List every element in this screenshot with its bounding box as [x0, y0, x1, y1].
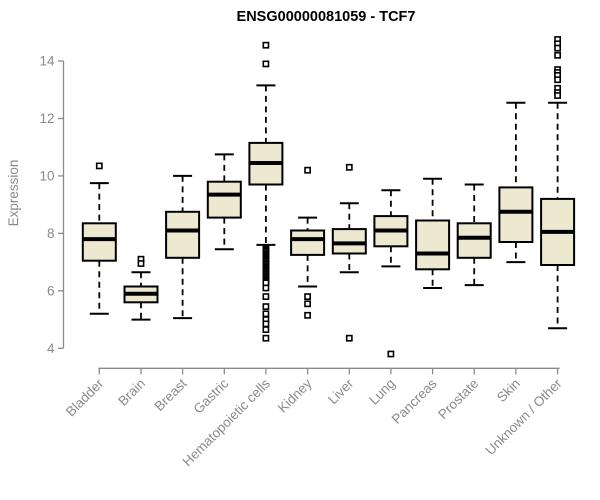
y-tick-label: 4 — [47, 341, 55, 356]
x-tick-label: Bladder — [63, 375, 107, 419]
outlier-point — [304, 166, 311, 174]
iqr-box — [81, 222, 117, 262]
outlier-point — [304, 311, 311, 319]
iqr-box — [498, 186, 534, 243]
x-tick-label: Prostate — [435, 376, 481, 422]
box-bladder — [81, 162, 117, 315]
outlier-point — [345, 334, 353, 342]
box-unknown-other — [540, 36, 576, 330]
outlier-point — [345, 163, 353, 171]
x-tick-label: Brain — [115, 376, 148, 409]
x-tick-label: Kidney — [275, 376, 315, 416]
chart-title: ENSG00000081059 - TCF7 — [236, 9, 416, 25]
iqr-box — [290, 229, 326, 256]
outlier-point — [554, 51, 561, 59]
outlier-point — [262, 293, 270, 300]
outlier-point — [262, 326, 270, 333]
x-tick-label: Breast — [152, 376, 190, 414]
iqr-box — [456, 222, 492, 259]
x-tick-label: Pancreas — [389, 376, 440, 427]
outlier-point — [262, 41, 270, 49]
box-pancreas — [415, 177, 451, 289]
iqr-box — [415, 219, 451, 271]
iqr-box — [331, 228, 367, 255]
x-tick-label: Lung — [366, 376, 398, 408]
box-breast — [165, 174, 201, 320]
y-axis-label: Expression — [6, 159, 21, 227]
iqr-box — [165, 210, 201, 259]
outlier-point — [387, 350, 395, 358]
x-tick-label: Skin — [494, 376, 523, 405]
y-tick-label: 10 — [39, 168, 54, 183]
x-tick-label: Liver — [325, 375, 357, 407]
iqr-box — [206, 180, 242, 219]
outlier-point — [262, 60, 270, 68]
y-axis: 4 6 8 10 12 14 — [39, 54, 65, 356]
box-hematopoietic-cells — [248, 41, 284, 342]
outlier-point — [262, 303, 270, 310]
outlier-point — [262, 334, 270, 342]
y-tick-label: 12 — [39, 111, 54, 126]
y-tick-label: 14 — [39, 54, 55, 69]
outlier-point — [554, 44, 561, 52]
outlier-point — [95, 162, 103, 170]
outlier-point — [304, 300, 311, 308]
x-tick-label: Unknown / Other — [482, 375, 565, 458]
box-lung — [373, 189, 409, 358]
outlier-point — [554, 92, 561, 99]
box-liver — [331, 163, 367, 342]
box-brain — [123, 255, 159, 321]
box-kidney — [290, 166, 326, 319]
outlier-point — [304, 293, 311, 300]
outlier-point — [262, 320, 270, 328]
outlier-point — [262, 284, 270, 292]
box-prostate — [456, 183, 492, 287]
outlier-point — [262, 310, 270, 318]
x-tick-label: Gastric — [191, 376, 232, 417]
box-gastric — [206, 153, 242, 251]
outlier-point — [554, 76, 561, 84]
box-skin — [498, 101, 534, 264]
y-tick-label: 8 — [47, 226, 55, 241]
y-tick-label: 6 — [47, 283, 55, 298]
outlier-point — [137, 260, 145, 267]
